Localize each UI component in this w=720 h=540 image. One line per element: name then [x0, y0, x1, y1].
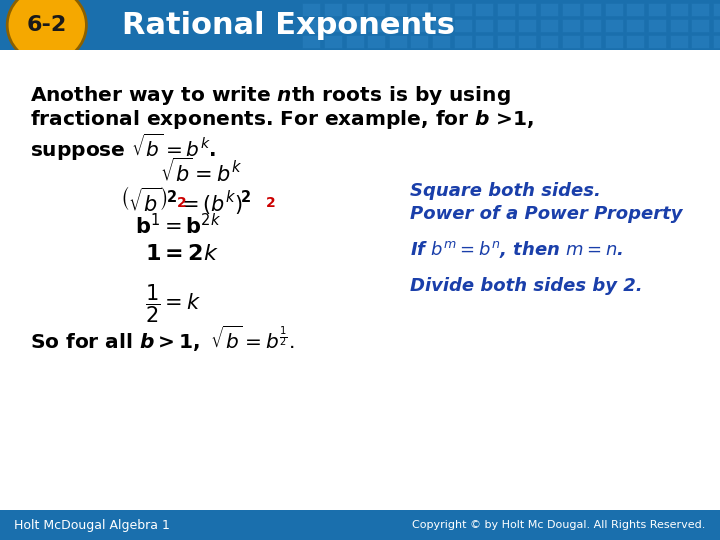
- FancyBboxPatch shape: [302, 19, 320, 32]
- FancyBboxPatch shape: [454, 3, 472, 16]
- FancyBboxPatch shape: [562, 19, 580, 32]
- FancyBboxPatch shape: [626, 3, 644, 16]
- FancyBboxPatch shape: [410, 3, 428, 16]
- FancyBboxPatch shape: [540, 3, 558, 16]
- FancyBboxPatch shape: [670, 3, 688, 16]
- FancyBboxPatch shape: [713, 3, 720, 16]
- Text: If $b^m = b^n$, then $m = n$.: If $b^m = b^n$, then $m = n$.: [410, 239, 624, 260]
- FancyBboxPatch shape: [540, 19, 558, 32]
- FancyBboxPatch shape: [389, 3, 407, 16]
- FancyBboxPatch shape: [670, 35, 688, 48]
- FancyBboxPatch shape: [605, 19, 623, 32]
- FancyBboxPatch shape: [367, 19, 385, 32]
- FancyBboxPatch shape: [367, 3, 385, 16]
- FancyBboxPatch shape: [518, 35, 536, 48]
- FancyBboxPatch shape: [346, 19, 364, 32]
- FancyBboxPatch shape: [367, 35, 385, 48]
- FancyBboxPatch shape: [648, 35, 666, 48]
- Text: $\mathbf{b}^1 = \mathbf{b}^{2k}$: $\mathbf{b}^1 = \mathbf{b}^{2k}$: [135, 213, 221, 238]
- FancyBboxPatch shape: [648, 19, 666, 32]
- FancyBboxPatch shape: [497, 35, 515, 48]
- FancyBboxPatch shape: [713, 19, 720, 32]
- FancyBboxPatch shape: [0, 0, 720, 50]
- FancyBboxPatch shape: [346, 3, 364, 16]
- FancyBboxPatch shape: [648, 3, 666, 16]
- FancyBboxPatch shape: [454, 35, 472, 48]
- FancyBboxPatch shape: [302, 3, 320, 16]
- FancyBboxPatch shape: [670, 19, 688, 32]
- FancyBboxPatch shape: [691, 3, 709, 16]
- Text: Divide both sides by 2.: Divide both sides by 2.: [410, 278, 643, 295]
- FancyBboxPatch shape: [540, 35, 558, 48]
- Text: suppose $\sqrt{b} = b^k$.: suppose $\sqrt{b} = b^k$.: [30, 132, 217, 163]
- FancyBboxPatch shape: [0, 510, 720, 540]
- Text: $\mathbf{1 = 2}k$: $\mathbf{1 = 2}k$: [145, 244, 219, 264]
- FancyBboxPatch shape: [346, 35, 364, 48]
- Text: $\dfrac{1}{2} = k$: $\dfrac{1}{2} = k$: [145, 282, 202, 325]
- FancyBboxPatch shape: [324, 3, 342, 16]
- FancyBboxPatch shape: [475, 35, 493, 48]
- FancyBboxPatch shape: [605, 35, 623, 48]
- FancyBboxPatch shape: [324, 19, 342, 32]
- Text: Copyright © by Holt Mc Dougal. All Rights Reserved.: Copyright © by Holt Mc Dougal. All Right…: [413, 520, 706, 530]
- FancyBboxPatch shape: [713, 35, 720, 48]
- FancyBboxPatch shape: [518, 3, 536, 16]
- FancyBboxPatch shape: [389, 19, 407, 32]
- Text: $\mathbf{2}$: $\mathbf{2}$: [176, 196, 186, 210]
- FancyBboxPatch shape: [454, 19, 472, 32]
- FancyBboxPatch shape: [432, 35, 450, 48]
- Text: Holt McDougal Algebra 1: Holt McDougal Algebra 1: [14, 518, 170, 532]
- FancyBboxPatch shape: [583, 35, 601, 48]
- Text: Another way to write $\bfit{n}$th roots is by using: Another way to write $\bfit{n}$th roots …: [30, 84, 510, 107]
- FancyBboxPatch shape: [389, 35, 407, 48]
- Text: 6-2: 6-2: [27, 15, 67, 35]
- FancyBboxPatch shape: [302, 35, 320, 48]
- Text: So for all $\bfit{b} > \mathbf{1,}$ $\sqrt{b} = b^{\frac{1}{2}}.$: So for all $\bfit{b} > \mathbf{1,}$ $\sq…: [30, 323, 294, 354]
- FancyBboxPatch shape: [410, 19, 428, 32]
- Text: $\left(\sqrt{b}\right)^{\!\mathbf{2}} = \left(b^k\right)^{\!\mathbf{2}}$: $\left(\sqrt{b}\right)^{\!\mathbf{2}} = …: [120, 185, 251, 217]
- FancyBboxPatch shape: [583, 3, 601, 16]
- FancyBboxPatch shape: [475, 3, 493, 16]
- Text: Square both sides.: Square both sides.: [410, 183, 601, 200]
- FancyBboxPatch shape: [432, 19, 450, 32]
- FancyBboxPatch shape: [410, 35, 428, 48]
- FancyBboxPatch shape: [626, 19, 644, 32]
- FancyBboxPatch shape: [583, 19, 601, 32]
- FancyBboxPatch shape: [324, 35, 342, 48]
- FancyBboxPatch shape: [432, 3, 450, 16]
- FancyBboxPatch shape: [497, 3, 515, 16]
- FancyBboxPatch shape: [518, 19, 536, 32]
- FancyBboxPatch shape: [475, 19, 493, 32]
- FancyBboxPatch shape: [691, 35, 709, 48]
- Text: Power of a Power Property: Power of a Power Property: [410, 206, 683, 224]
- Text: $\sqrt{b} = b^k$: $\sqrt{b} = b^k$: [160, 158, 242, 186]
- Text: fractional exponents. For example, for $\bfit{b}$ >1,: fractional exponents. For example, for $…: [30, 108, 534, 131]
- FancyBboxPatch shape: [605, 3, 623, 16]
- FancyBboxPatch shape: [562, 3, 580, 16]
- FancyBboxPatch shape: [691, 19, 709, 32]
- FancyBboxPatch shape: [497, 19, 515, 32]
- FancyBboxPatch shape: [562, 35, 580, 48]
- Ellipse shape: [7, 0, 86, 63]
- Text: Rational Exponents: Rational Exponents: [122, 11, 455, 39]
- FancyBboxPatch shape: [626, 35, 644, 48]
- Text: $\mathbf{2}$: $\mathbf{2}$: [265, 196, 276, 210]
